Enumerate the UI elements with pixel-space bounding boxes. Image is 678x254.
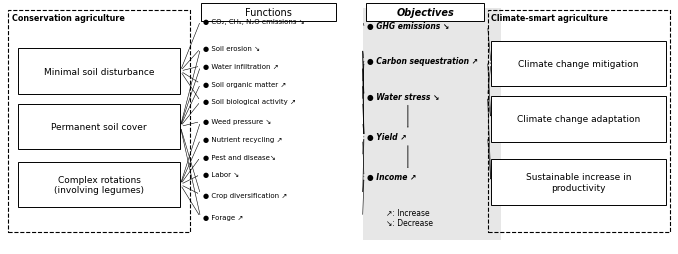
Text: ● CO₂, CH₄, N₂O emissions ↘: ● CO₂, CH₄, N₂O emissions ↘ (203, 19, 304, 24)
Text: ● Soil erosion ↘: ● Soil erosion ↘ (203, 46, 260, 52)
Text: ● Soil organic matter ↗: ● Soil organic matter ↗ (203, 81, 286, 87)
Text: Sustainable increase in
productivity: Sustainable increase in productivity (526, 173, 631, 192)
Bar (363, 9, 501, 240)
Text: ● Water infiltration ↗: ● Water infiltration ↗ (203, 64, 278, 70)
Text: Functions: Functions (245, 8, 292, 18)
Text: ● Crop diversification ↗: ● Crop diversification ↗ (203, 192, 287, 198)
FancyBboxPatch shape (366, 4, 484, 22)
Text: ● Pest and disease↘: ● Pest and disease↘ (203, 154, 275, 160)
Text: Permanent soil cover: Permanent soil cover (52, 122, 147, 132)
Text: ↘: Decrease: ↘: Decrease (386, 218, 433, 227)
Text: Climate-smart agriculture: Climate-smart agriculture (491, 14, 607, 23)
Text: ● Nutrient recycling ↗: ● Nutrient recycling ↗ (203, 137, 282, 142)
Text: ↗: Increase: ↗: Increase (386, 208, 430, 217)
FancyBboxPatch shape (18, 162, 180, 208)
FancyBboxPatch shape (491, 42, 666, 87)
Text: ● Forage ↗: ● Forage ↗ (203, 214, 243, 220)
FancyBboxPatch shape (491, 97, 666, 142)
Text: Minimal soil disturbance: Minimal soil disturbance (44, 67, 155, 76)
Text: Complex rotations
(involving legumes): Complex rotations (involving legumes) (54, 175, 144, 195)
Text: ● Soil biological activity ↗: ● Soil biological activity ↗ (203, 99, 296, 105)
FancyBboxPatch shape (18, 104, 180, 150)
Text: Conservation agriculture: Conservation agriculture (12, 14, 124, 23)
Text: ● Yield ↗: ● Yield ↗ (367, 133, 407, 141)
FancyBboxPatch shape (491, 160, 666, 205)
Text: Climate change mitigation: Climate change mitigation (519, 60, 639, 69)
Text: ● Income ↗: ● Income ↗ (367, 173, 417, 182)
Text: ● Carbon sequestration ↗: ● Carbon sequestration ↗ (367, 57, 479, 66)
FancyBboxPatch shape (201, 4, 336, 22)
Text: Climate change adaptation: Climate change adaptation (517, 115, 640, 124)
Text: ● Labor ↘: ● Labor ↘ (203, 172, 239, 178)
Text: ● Water stress ↘: ● Water stress ↘ (367, 92, 440, 101)
FancyBboxPatch shape (18, 49, 180, 94)
Text: ● Weed pressure ↘: ● Weed pressure ↘ (203, 119, 271, 125)
Text: Objectives: Objectives (396, 8, 454, 18)
Text: ● GHG emissions ↘: ● GHG emissions ↘ (367, 22, 450, 31)
